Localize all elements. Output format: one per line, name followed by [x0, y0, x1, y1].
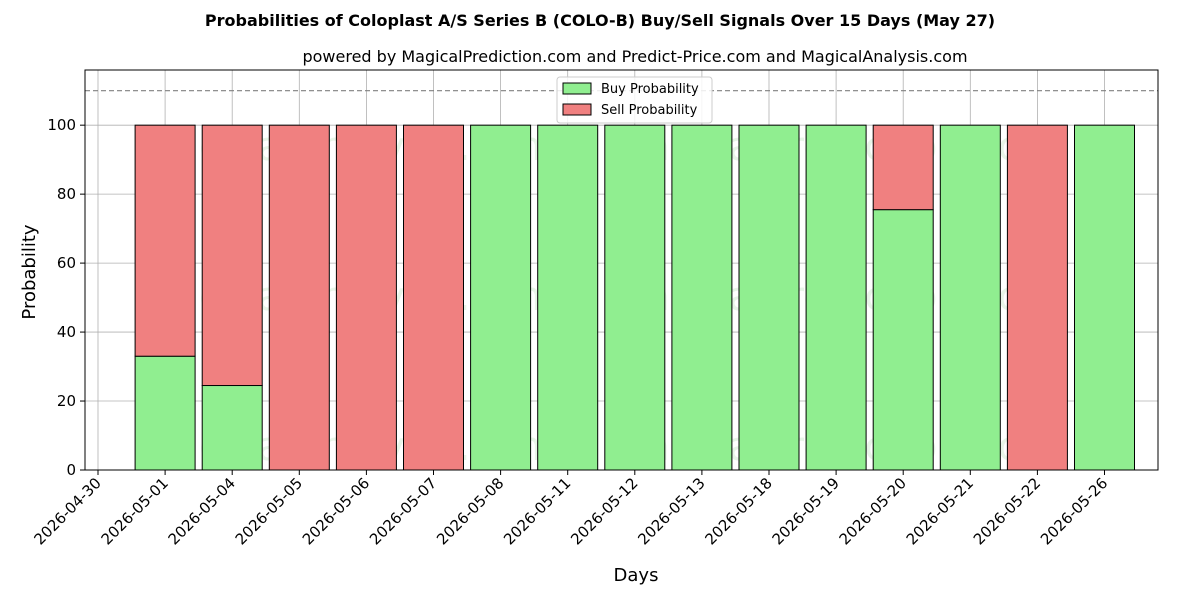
bars-layer — [134, 124, 1135, 471]
x-tick-label: 2026-05-01 — [98, 474, 172, 548]
x-axis-label: Days — [614, 565, 659, 586]
x-tick-label: 2026-05-13 — [634, 474, 708, 548]
y-tick-label: 0 — [66, 461, 76, 479]
bar-buy — [939, 124, 1001, 471]
bar-buy — [805, 124, 867, 471]
x-tick-label: 2026-05-12 — [567, 474, 641, 548]
legend: Buy Probability Sell Probability — [556, 76, 713, 124]
bar-buy — [738, 124, 800, 471]
x-tick-label: 2026-05-18 — [701, 474, 775, 548]
x-tick-label: 2026-05-19 — [769, 474, 843, 548]
x-tick-label: 2026-05-08 — [433, 474, 507, 548]
y-tick-label: 20 — [57, 392, 76, 410]
x-tick-label: 2026-04-30 — [30, 474, 104, 548]
bar-buy — [872, 209, 934, 471]
chart-subtitle: powered by MagicalPrediction.com and Pre… — [302, 47, 967, 66]
x-tick-label: 2026-05-07 — [366, 474, 440, 548]
legend-swatch — [562, 82, 592, 95]
bar-buy — [671, 124, 733, 471]
bar-buy — [537, 124, 599, 471]
x-tick-label: 2026-05-22 — [970, 474, 1044, 548]
bar-sell — [872, 124, 934, 211]
legend-box — [556, 76, 713, 124]
x-tick-label: 2026-05-05 — [232, 474, 306, 548]
bar-sell — [201, 124, 263, 387]
y-tick-label: 100 — [47, 116, 76, 134]
legend-label: Sell Probability — [601, 103, 698, 118]
x-tick-label: 2026-05-04 — [165, 474, 239, 548]
bar-buy — [1074, 124, 1135, 471]
y-tick-label: 40 — [57, 323, 76, 341]
bar-sell — [268, 124, 330, 471]
y-tick-label: 60 — [57, 254, 76, 272]
x-tick-label: 2026-05-06 — [299, 474, 373, 548]
bar-sell — [403, 124, 464, 471]
bar-sell — [134, 124, 196, 357]
y-axis-label: Probability — [19, 224, 40, 319]
x-tick-label: 2026-05-20 — [836, 474, 910, 548]
bar-buy — [134, 355, 196, 471]
x-tick-label: 2026-05-26 — [1037, 474, 1111, 548]
plot-frame — [84, 69, 1159, 471]
bar-buy — [201, 385, 263, 471]
bar-sell — [1006, 124, 1068, 471]
chart-title: Probabilities of Coloplast A/S Series B … — [205, 11, 995, 30]
bar-buy — [604, 124, 666, 471]
x-tick-label: 2026-05-21 — [903, 474, 977, 548]
bar-sell — [335, 124, 397, 471]
y-tick-label: 80 — [57, 185, 76, 203]
x-tick-label: 2026-05-11 — [500, 474, 574, 548]
legend-label: Buy Probability — [601, 82, 699, 97]
legend-swatch — [562, 103, 592, 116]
bar-buy — [470, 124, 532, 471]
